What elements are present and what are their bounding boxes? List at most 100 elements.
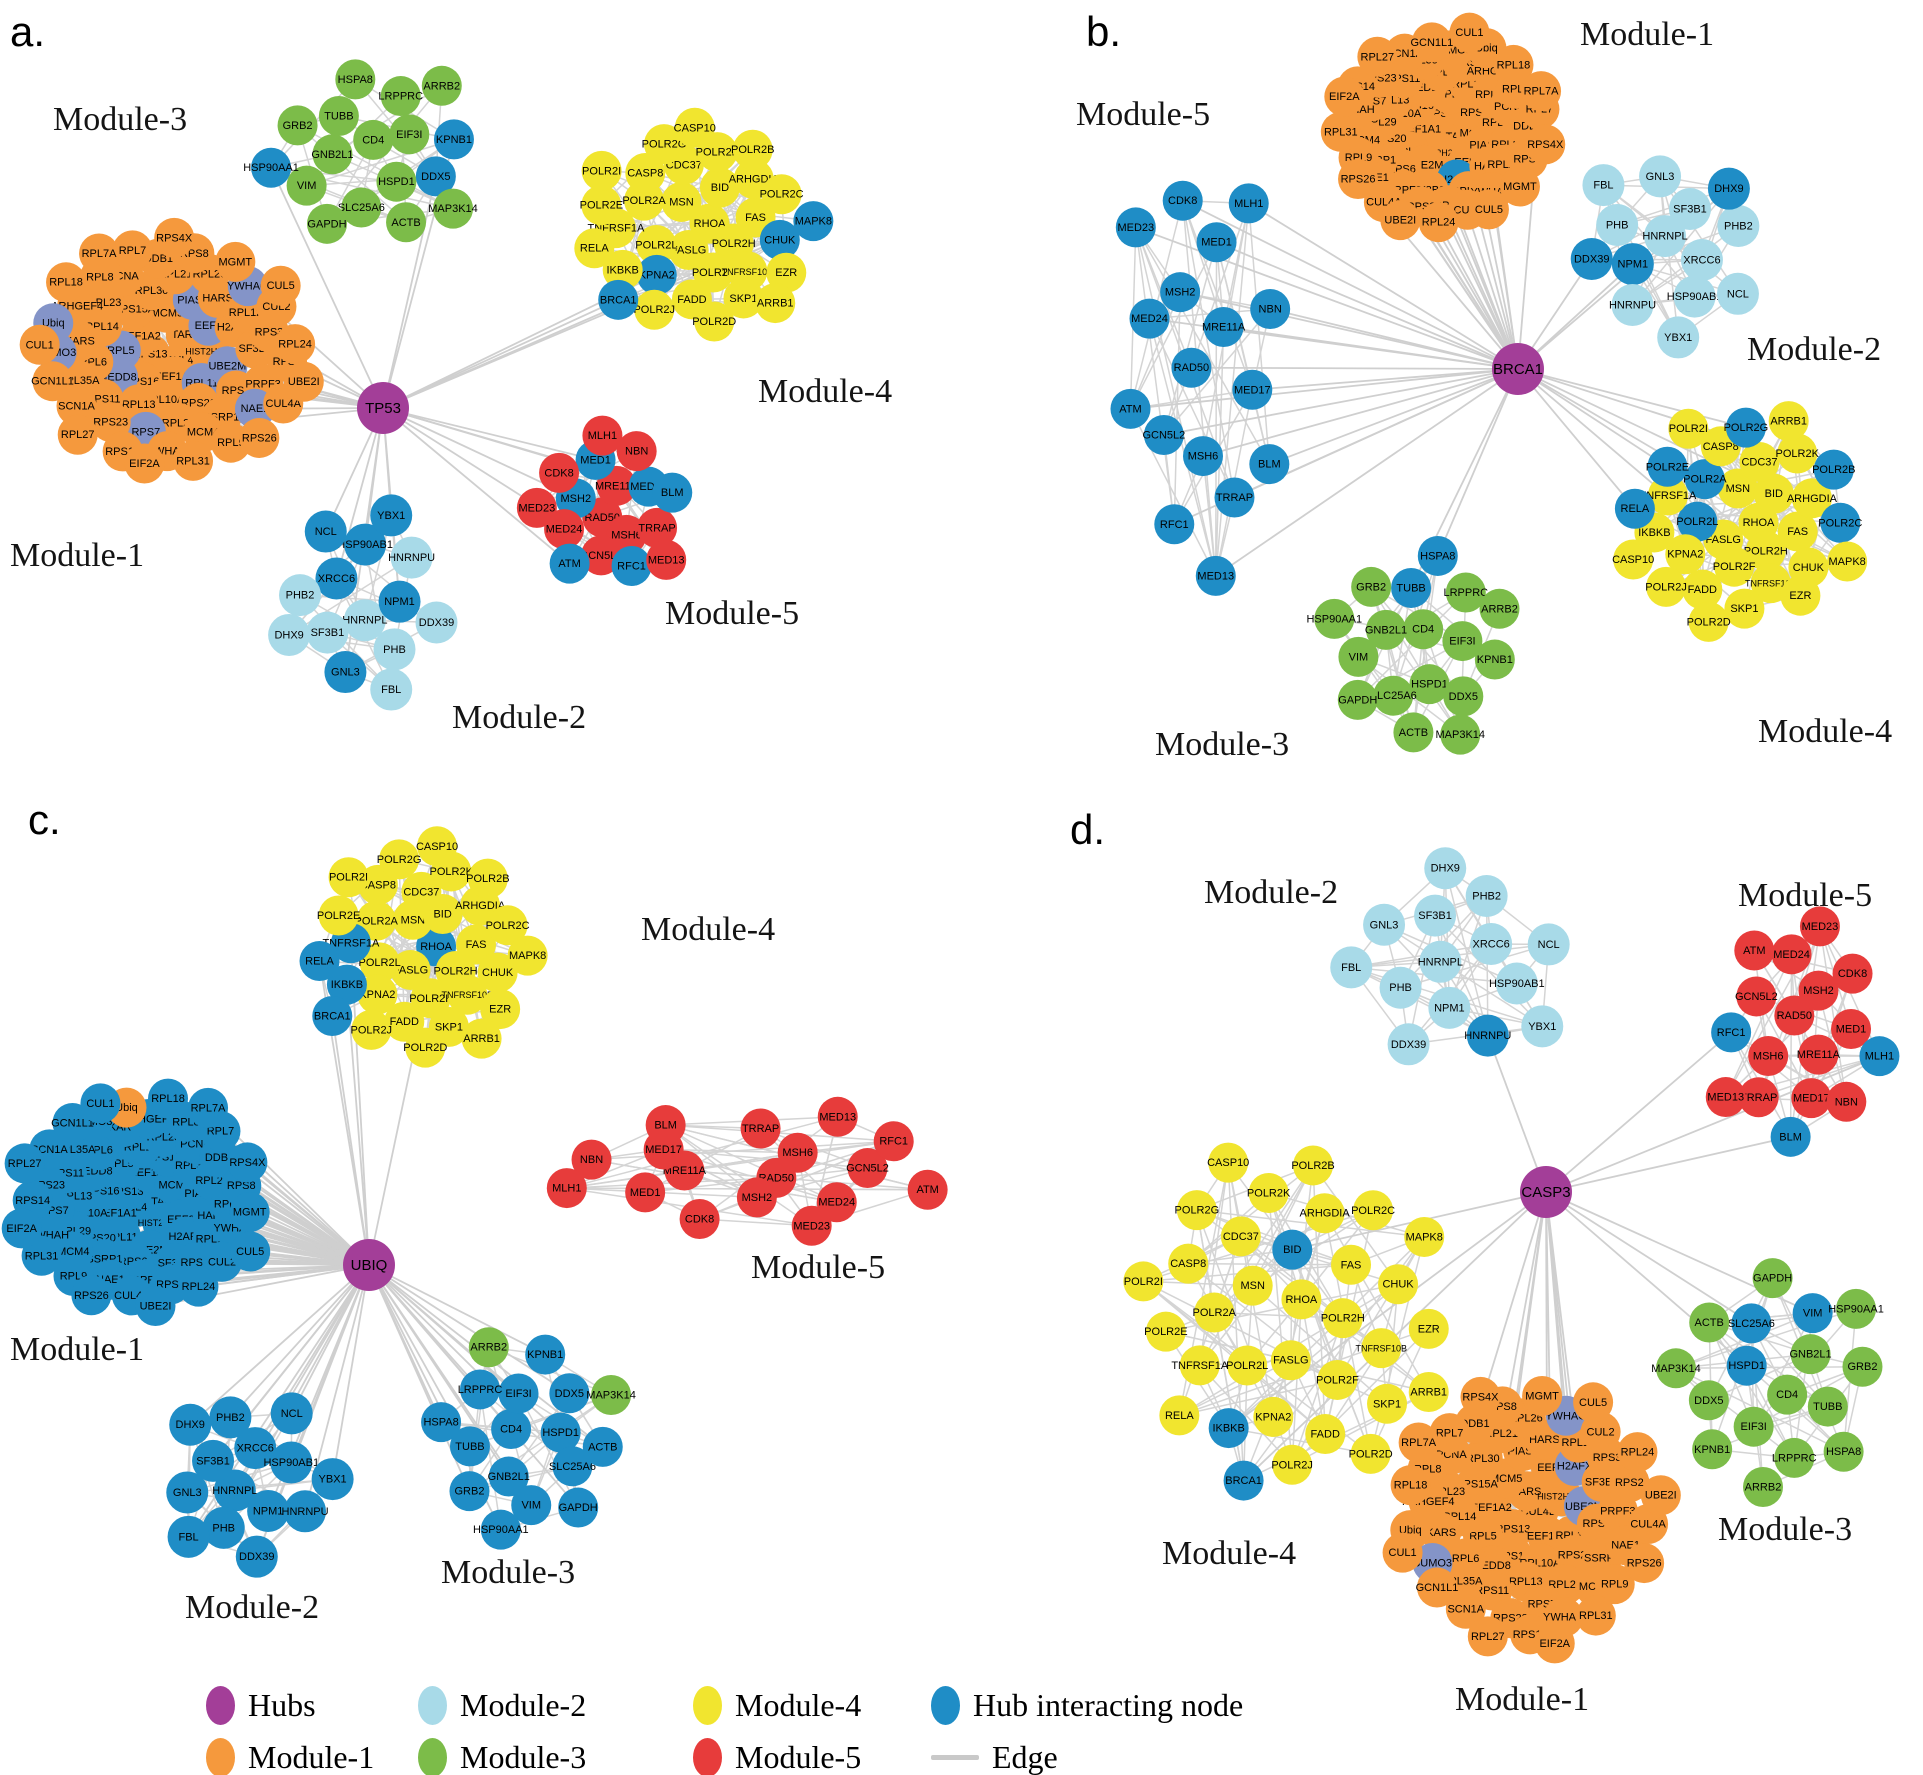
node-CDK8 [1162,180,1203,221]
node-label: MSN [669,196,694,208]
node-GRB2 [449,1471,490,1512]
node-RPL24 [275,324,316,365]
node-CDK8 [679,1199,720,1240]
node-label: FADD [390,1016,419,1028]
node-label: FBL [1341,962,1361,974]
node-label: HIST2H2BE [185,346,234,356]
node-DHX9 [169,1403,212,1446]
node-label: POLR2I [582,165,621,177]
node-label: LRPPRC [1444,587,1489,599]
hub-edge [368,1264,546,1356]
node-label: POLR2A [1193,1307,1237,1319]
node-label: CDK8 [1838,968,1867,980]
node-POLR2I [328,857,369,898]
node-label: MSH2 [1803,985,1834,997]
node-FASLG [1270,1340,1311,1381]
node-KPNA2 [1665,534,1706,575]
node-label: MGMT [1525,1391,1559,1403]
node-label: EIF3I [1449,636,1475,648]
node-label: MED23 [1117,222,1154,234]
node-label: MED24 [818,1197,855,1209]
node-EIF2A [1,1208,42,1249]
node-label: YWHAH [1543,1612,1584,1624]
node-label: POLR2F [1316,1374,1359,1386]
node-GCN1L1 [1411,22,1452,63]
node-UBE2I [135,1285,176,1326]
node-label: YBX1 [1664,332,1692,344]
node-POLR2F [1714,546,1755,587]
node-label: KPNA2 [359,989,395,1001]
node-label: POLR2B [1812,464,1855,476]
node-GNL3 [166,1471,209,1514]
hub-edge [368,1264,520,1395]
node-GNL3 [324,651,367,694]
node-label: RPL7A [1524,86,1560,98]
node-POLR2J [1272,1444,1313,1485]
node-label: TUBB [455,1441,484,1453]
node-label: IKBKB [1212,1423,1244,1435]
hub-edge [368,1264,442,1423]
node-label: EIF2A [1329,91,1360,103]
node-label: POLR2C [760,189,804,201]
node-CASP10 [417,826,458,867]
edge [1213,1165,1314,1313]
node-label: CHUK [1382,1279,1414,1291]
hub-edge [1545,1135,1791,1193]
module-label-module-4: Module-4 [641,911,775,948]
node-label: CUL5 [236,1246,264,1258]
node-POLR2I [1668,408,1709,449]
node-GCN5L2 [581,535,622,576]
node-label: SCN1A [58,400,95,412]
node-CASP8 [1168,1243,1209,1284]
node-label: RAD50 [585,512,620,524]
node-label: GCN1L1 [1410,37,1453,49]
node-GNB2L1 [1790,1334,1831,1375]
hub-edge [1545,1055,1880,1193]
node-POLR2J [351,1009,392,1050]
node-MGMT [1499,166,1540,207]
node-label: POLR2H [1321,1313,1365,1325]
node-MSH6 [1748,1035,1789,1076]
node-NCL [1716,272,1759,315]
node-SLC25A6 [1373,675,1414,716]
node-EZR [480,989,521,1030]
node-label: CUL4A [266,398,302,410]
node-label: POLR2D [692,316,736,328]
node-POLR2G [1176,1190,1217,1231]
node-DHX9 [1424,847,1467,890]
module-label-module-2: Module-2 [1747,331,1881,368]
node-label: UBE2I [288,376,320,388]
node-KARS [1421,1512,1462,1553]
node-label: POLR2K [696,147,740,159]
node-label: RPS14 [15,1195,50,1207]
node-YBX1 [1657,316,1700,359]
edge [297,124,407,223]
node-DDX39 [415,601,458,644]
panel-b-nodes: CUL4BRPS13TARSEEF1A1EEF1A2HIST2H2BERPS16… [1110,12,1868,755]
node-RPL18 [46,262,87,303]
node-label: ATM [558,558,580,570]
node-SKP1 [1724,588,1765,629]
node-CD4 [491,1409,532,1450]
node-SKP1 [1367,1383,1408,1424]
node-POLR2C [1353,1190,1394,1231]
node-label: POLR2L [359,957,401,969]
node-GNL3 [1639,155,1682,198]
node-BLM [1770,1116,1811,1157]
node-HNRNPL [343,599,386,642]
node-label: MLH1 [1865,1051,1894,1063]
node-POLR2F [693,252,734,293]
node-label: GNL3 [1370,919,1399,931]
node-ARHGDIA [1304,1193,1345,1234]
node-UBE2I [1640,1475,1681,1516]
edge [1179,1379,1338,1417]
node-label: ARRB2 [1481,603,1518,615]
node-label: PHB2 [1724,221,1753,233]
node-GNB2L1 [488,1456,529,1497]
node-label: LRPPRC [1772,1452,1817,1464]
node-label: UBE2M [208,361,246,373]
node-label: YBX1 [319,1474,347,1486]
node-label: TRRAP [1216,492,1253,504]
node-MLH1 [546,1168,587,1209]
node-MGMT [1522,1376,1563,1417]
